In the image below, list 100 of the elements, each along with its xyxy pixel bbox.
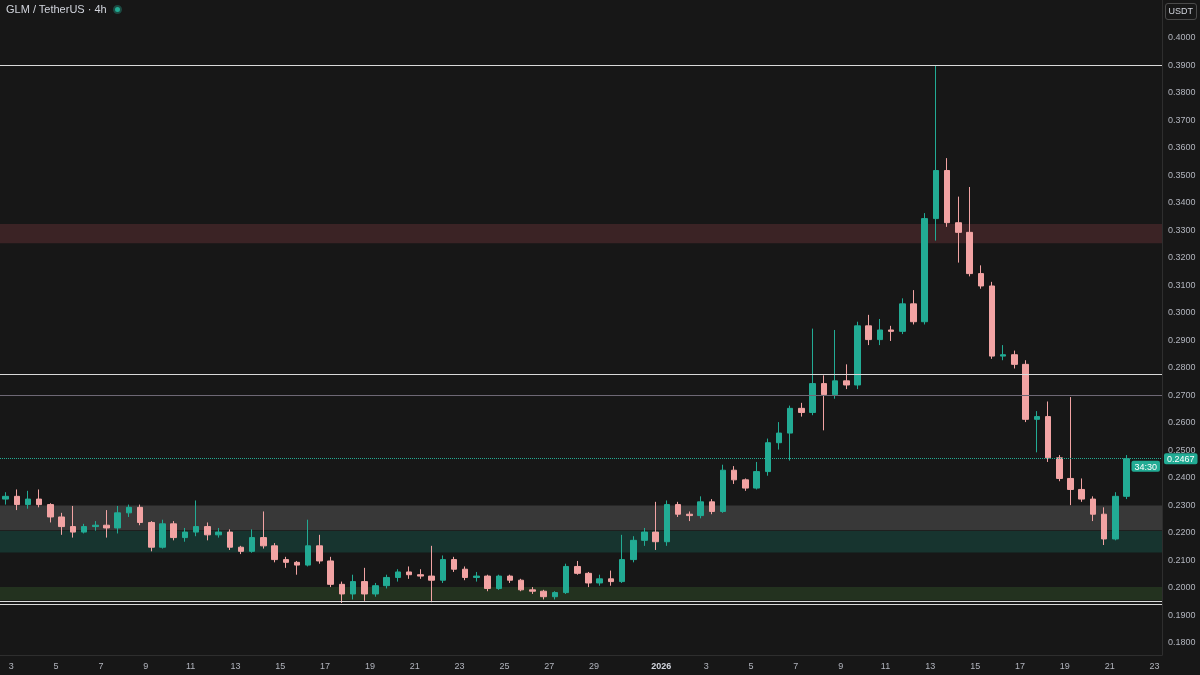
candlestick (451, 556, 457, 573)
candlestick (92, 520, 99, 532)
x-tick-label: 25 (499, 660, 510, 671)
x-tick-label: 15 (275, 660, 286, 671)
candlestick (608, 570, 614, 587)
y-tick-label: 0.2400 (1168, 472, 1196, 483)
y-tick-label: 0.3000 (1168, 307, 1196, 318)
candlestick (159, 519, 166, 550)
candlestick (473, 571, 480, 583)
candlestick (989, 281, 995, 360)
candlestick (25, 490, 31, 510)
candlestick (552, 590, 558, 600)
candlestick (14, 488, 20, 511)
candlestick (854, 321, 861, 390)
candlestick (58, 512, 65, 536)
candlestick (406, 565, 412, 580)
candlestick (899, 297, 906, 335)
y-tick-label: 0.3900 (1168, 59, 1196, 70)
candlestick (148, 520, 155, 552)
candlestick (955, 196, 962, 264)
candlestick (944, 157, 950, 228)
x-tick-label: 5 (748, 660, 754, 671)
candlestick (1101, 506, 1107, 546)
candlestick (170, 520, 177, 541)
candlestick (193, 499, 199, 537)
candlestick (283, 556, 289, 569)
candlestick (1056, 454, 1063, 482)
y-tick-label: 0.3600 (1168, 142, 1196, 153)
y-tick-label: 0.3700 (1168, 114, 1196, 125)
y-tick-label: 0.2700 (1168, 389, 1196, 400)
candlestick (1090, 495, 1096, 522)
candlestick (1112, 491, 1119, 541)
y-tick-label: 0.2600 (1168, 417, 1196, 428)
x-tick-label: 21 (1104, 660, 1115, 671)
candlestick (383, 574, 390, 589)
candlestick (933, 65, 939, 242)
candlestick (563, 563, 569, 595)
candlestick (249, 528, 255, 554)
candlestick (36, 488, 42, 508)
y-axis-title: USDT (1164, 3, 1197, 20)
candlestick (1078, 477, 1085, 503)
candlestick (832, 329, 838, 400)
chart-title: GLM / TetherUS · 4h (6, 3, 107, 15)
y-tick-label: 0.3400 (1168, 197, 1196, 208)
candlestick (675, 501, 681, 518)
y-tick-label: 0.1900 (1168, 609, 1196, 620)
candlestick (316, 534, 323, 565)
y-tick-label: 0.2000 (1168, 582, 1196, 593)
y-tick-label: 0.2500 (1168, 444, 1196, 455)
candlestick (709, 498, 715, 515)
candlestick (821, 374, 827, 431)
y-tick-label: 0.1800 (1168, 637, 1196, 648)
candlestick (260, 510, 267, 550)
y-tick-label: 0.2300 (1168, 499, 1196, 510)
x-tick-label: 3 (8, 660, 14, 671)
candlestick (753, 461, 760, 490)
x-tick-label: 23 (1149, 660, 1160, 671)
candlestick (843, 363, 850, 390)
candlestick (2, 491, 9, 506)
candlestick (428, 545, 435, 603)
candlestick (574, 560, 581, 576)
candlestick (238, 545, 244, 555)
candlestick (1045, 400, 1051, 463)
candlestick (720, 464, 726, 514)
candlestick (327, 556, 334, 588)
candlestick (440, 554, 446, 584)
candlestick (888, 325, 894, 342)
candlestick (361, 567, 368, 602)
x-tick-label: 11 (880, 660, 891, 671)
candlestick (1034, 410, 1040, 453)
x-tick-label: 13 (230, 660, 241, 671)
candlestick (809, 328, 816, 416)
x-tick-label: 13 (925, 660, 936, 671)
candlestick (1067, 396, 1074, 506)
y-tick-label: 0.3300 (1168, 224, 1196, 235)
x-tick-label: 11 (185, 660, 196, 671)
candlestick (126, 504, 132, 518)
candlestick (910, 289, 917, 325)
x-tick-label: 19 (364, 660, 375, 671)
x-tick-label: 7 (98, 660, 104, 671)
ref-line-label: 0.2467 (1167, 453, 1195, 464)
candlestick (1000, 344, 1006, 361)
candlestick (372, 582, 379, 598)
candlestick (798, 402, 805, 418)
x-tick-label: 9 (838, 660, 844, 671)
x-tick-label: 27 (544, 660, 555, 671)
candlestick (507, 574, 513, 584)
annotation: 34:30 (1134, 461, 1157, 472)
candlestick (1022, 359, 1029, 423)
y-tick-label: 0.2200 (1168, 527, 1196, 538)
candlestick (619, 534, 625, 584)
candlestick (664, 499, 670, 547)
candlestick (182, 527, 188, 543)
candlestick (585, 571, 592, 588)
x-tick-label: 9 (143, 660, 149, 671)
candlestick (865, 314, 872, 346)
candlestick (294, 560, 300, 576)
x-tick-label: 5 (53, 660, 59, 671)
y-tick-label: 0.3500 (1168, 169, 1196, 180)
x-tick-label: 17 (320, 660, 331, 671)
